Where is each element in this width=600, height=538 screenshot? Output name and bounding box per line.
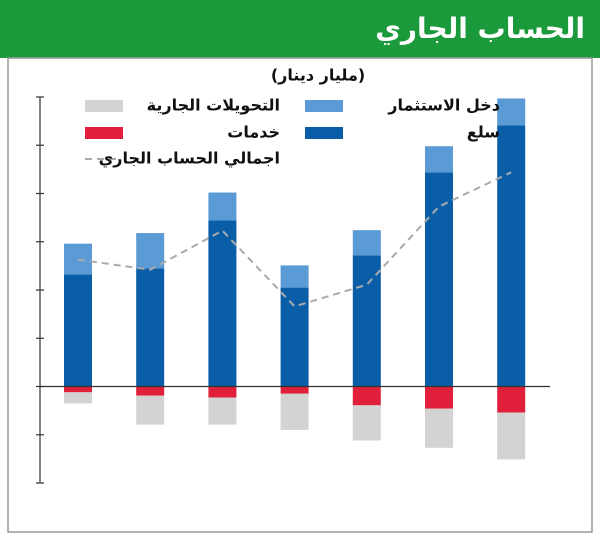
chart-title: الحساب الجاري	[375, 12, 585, 45]
bar	[425, 386, 453, 409]
total-line	[77, 171, 512, 308]
bar	[352, 255, 381, 387]
bar	[64, 386, 92, 393]
bar	[208, 386, 237, 398]
bar	[425, 172, 453, 387]
legend-label: سلع	[467, 123, 500, 142]
bar	[497, 125, 526, 387]
bar	[497, 386, 526, 413]
bar	[352, 386, 381, 406]
frame	[7, 57, 593, 533]
bar	[280, 393, 309, 430]
bar	[136, 386, 165, 396]
bar	[208, 397, 237, 425]
bar	[208, 220, 237, 387]
bar	[280, 386, 309, 394]
bar	[425, 146, 453, 173]
bar	[64, 392, 92, 404]
legend-label: التحويلات الجارية	[147, 96, 280, 115]
bar	[497, 98, 526, 126]
legend-label: دخل الاستثمار	[387, 96, 500, 115]
legend-label: خدمات	[227, 123, 280, 142]
bar	[497, 412, 526, 460]
legend-swatch	[305, 100, 343, 112]
bar	[280, 265, 309, 288]
legend-swatch	[85, 127, 123, 139]
legend-swatch	[305, 127, 343, 139]
bar	[64, 274, 92, 387]
legend-swatch	[85, 100, 123, 112]
bar	[208, 192, 237, 221]
bar	[425, 408, 453, 448]
bar	[352, 405, 381, 441]
header	[0, 0, 600, 58]
bar	[64, 243, 92, 275]
legend-label: اجمالي الحساب الجاري	[99, 149, 280, 169]
bar	[136, 268, 165, 387]
bar	[352, 230, 381, 256]
bar	[136, 395, 165, 425]
bar	[136, 233, 165, 269]
unit-label: (مليار دينار)	[271, 66, 365, 85]
